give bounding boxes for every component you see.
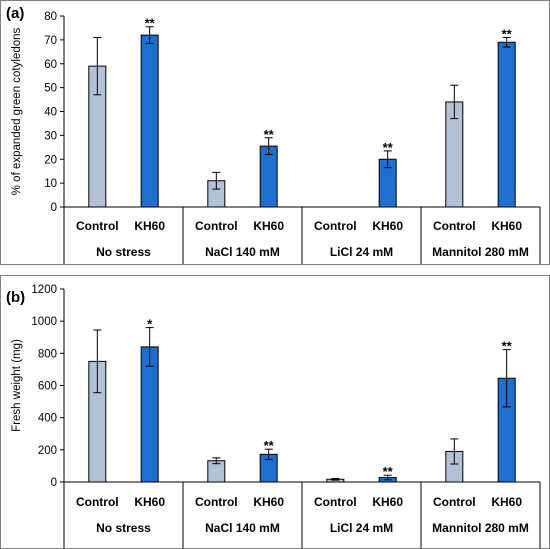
category-label-kh60: KH60 <box>372 219 403 233</box>
y-tick-label: 70 <box>44 35 57 47</box>
y-axis-title: % of expanded green cotyledons <box>11 27 23 195</box>
significance-marker: ** <box>383 140 394 155</box>
group-label-licl-24-mm: LiCl 24 mM <box>330 521 393 535</box>
panel-label: (b) <box>6 289 25 306</box>
group-label-licl-24-mm: LiCl 24 mM <box>330 245 393 259</box>
y-tick-label: 600 <box>38 381 57 393</box>
category-label-kh60: KH60 <box>134 495 165 509</box>
bar-no-stress-kh60 <box>140 34 159 208</box>
group-label-mannitol-280-mm: Mannitol 280 mM <box>432 521 529 535</box>
y-tick-label: 40 <box>44 107 57 119</box>
category-label-kh60: KH60 <box>134 219 165 233</box>
significance-marker: ** <box>502 339 513 354</box>
significance-marker: ** <box>383 464 394 479</box>
y-tick-label: 50 <box>44 83 57 95</box>
y-tick-label: 20 <box>44 154 57 166</box>
group-label-no-stress: No stress <box>96 521 151 535</box>
category-label-control: Control <box>314 219 357 233</box>
category-label-kh60: KH60 <box>253 495 284 509</box>
significance-marker: ** <box>264 438 275 453</box>
y-tick-label: 0 <box>51 202 57 214</box>
significance-marker: ** <box>502 26 513 41</box>
group-label-nacl-140-mm: NaCl 140 mM <box>205 245 280 259</box>
significance-marker: ** <box>145 16 156 31</box>
group-label-mannitol-280-mm: Mannitol 280 mM <box>432 245 529 259</box>
bar-mannitol-280-mm-kh60 <box>497 41 516 208</box>
y-tick-label: 400 <box>38 413 57 425</box>
category-label-control: Control <box>195 495 238 509</box>
category-label-control: Control <box>195 219 238 233</box>
y-tick-label: 0 <box>51 477 57 489</box>
y-tick-label: 10 <box>44 178 57 190</box>
category-label-control: Control <box>433 219 476 233</box>
category-label-control: Control <box>76 219 119 233</box>
y-tick-label: 30 <box>44 130 57 142</box>
significance-marker: ** <box>264 127 275 142</box>
y-axis-title: Fresh weight (mg) <box>11 339 23 432</box>
category-label-control: Control <box>76 495 119 509</box>
category-label-kh60: KH60 <box>253 219 284 233</box>
category-label-control: Control <box>433 495 476 509</box>
y-tick-label: 60 <box>44 59 57 71</box>
bar-no-stress-kh60 <box>140 346 159 483</box>
panel-label: (a) <box>6 5 24 22</box>
y-tick-label: 1000 <box>31 316 57 328</box>
bar-nacl-140-mm-kh60 <box>259 145 278 208</box>
panel-b: (b) 0 200 400 600 800 1000 1200 Fresh weight (mg… <box>0 275 550 549</box>
y-tick-label: 800 <box>38 348 57 360</box>
significance-marker: * <box>147 317 153 332</box>
group-label-nacl-140-mm: NaCl 140 mM <box>205 521 280 535</box>
group-label-no-stress: No stress <box>96 245 151 259</box>
category-label-kh60: KH60 <box>491 219 522 233</box>
y-tick-label: 80 <box>44 11 57 23</box>
category-label-control: Control <box>314 495 357 509</box>
category-label-kh60: KH60 <box>372 495 403 509</box>
category-label-kh60: KH60 <box>491 495 522 509</box>
y-tick-label: 200 <box>38 445 57 457</box>
panel-a: (a) 0 10 20 30 40 50 60 70 80 % of expanded green … <box>0 0 550 265</box>
y-tick-label: 1200 <box>31 284 57 296</box>
